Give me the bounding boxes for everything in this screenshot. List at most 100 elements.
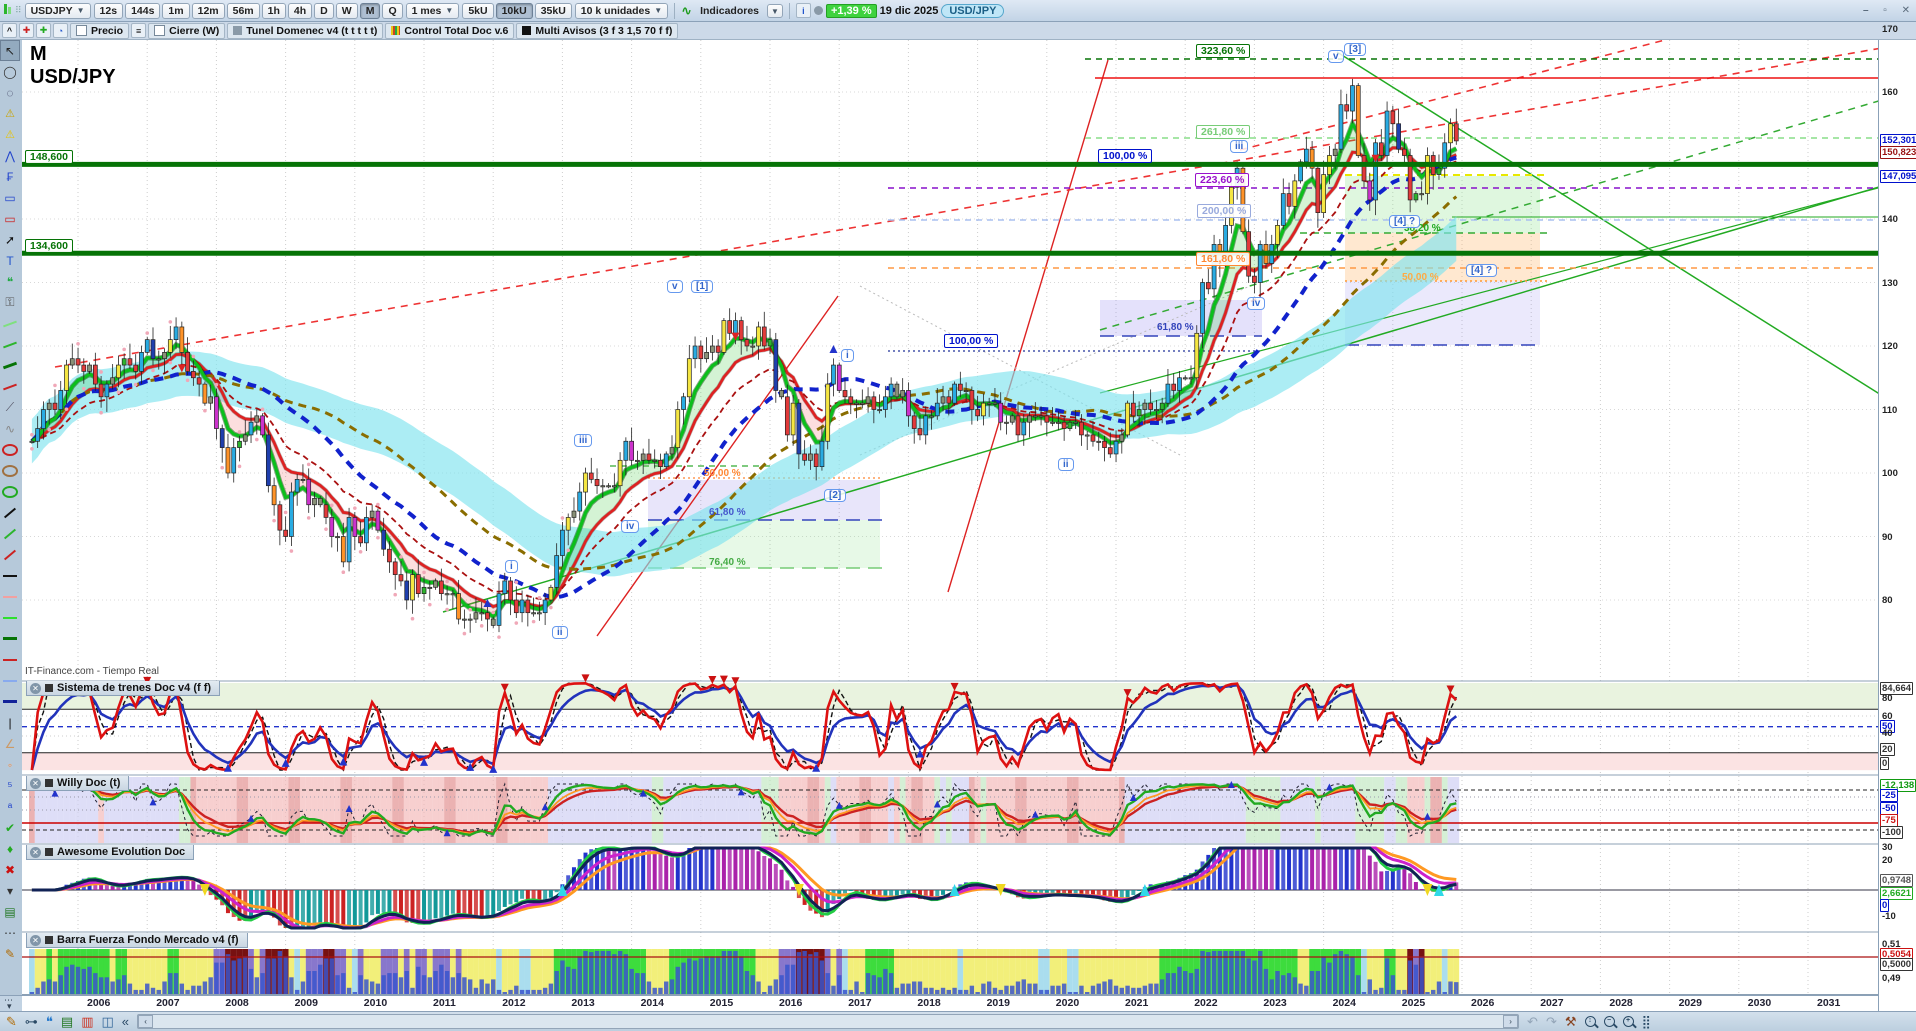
settings-wrench-icon[interactable]: ⚒	[1564, 1013, 1577, 1029]
timeframe-button-12s[interactable]: 12s	[93, 2, 124, 19]
tool-ellipse-green-icon[interactable]	[0, 481, 20, 502]
precio-toggle[interactable]: Precio	[70, 22, 130, 39]
bars-icon[interactable]: ▥	[81, 1013, 94, 1029]
tool-chevron-down-icon[interactable]: ▾	[6, 883, 14, 898]
timeframe-button-W[interactable]: W	[335, 2, 358, 19]
price-axis[interactable]: 170 160 140 130 120 110 100 90 80 152,301 150,823 1…	[1878, 24, 1916, 1011]
tool-seg-green-dark-icon[interactable]	[0, 355, 20, 376]
tool-ellipse-red-icon[interactable]	[0, 439, 20, 460]
report-icon[interactable]: ▤	[60, 1013, 74, 1029]
zoom-in-icon[interactable]: +	[1622, 1016, 1634, 1027]
tool-fib-compass-icon[interactable]: ⋀	[5, 148, 15, 163]
price-chart-svg[interactable]	[22, 40, 1878, 995]
undo-icon[interactable]: ↶	[1527, 1013, 1538, 1029]
period-select[interactable]: 1 mes ▼	[405, 2, 460, 19]
indicators-caret[interactable]: ▼	[767, 3, 783, 18]
tool-text-icon[interactable]: T	[6, 253, 14, 268]
tool-hline-navy-icon[interactable]	[0, 691, 20, 712]
timeframe-button-D[interactable]: D	[314, 2, 334, 19]
tool-zoom-icon[interactable]: ◯	[3, 64, 17, 79]
tool-seg-green-light-icon[interactable]	[0, 313, 20, 334]
panel-close-button-2[interactable]: ✕	[30, 846, 41, 858]
add-green-icon[interactable]: ✚	[36, 23, 51, 38]
tool-rect-blue-icon[interactable]: ▭	[4, 190, 16, 205]
tool-arrow-ne-icon[interactable]: ➚	[4, 232, 16, 247]
tool-zoom-area-icon[interactable]: ◌	[6, 85, 14, 100]
timeframe-button-M[interactable]: M	[359, 2, 381, 19]
timeframe-button-Q[interactable]: Q	[382, 2, 403, 19]
zoom-fit-icon[interactable]: ↕	[1584, 1016, 1596, 1027]
tool-hline-brightgreen-icon[interactable]	[0, 607, 20, 628]
collapse-left-icon[interactable]: «	[121, 1014, 130, 1029]
sync-icon[interactable]: ◔	[53, 23, 68, 38]
tool-hline-lightblue-icon[interactable]	[0, 670, 20, 691]
tool-hline-darkgreen-icon[interactable]	[0, 628, 20, 649]
tool-seg-green-icon[interactable]	[0, 334, 20, 355]
tool-hline-pink-icon[interactable]	[0, 586, 20, 607]
tool-vline-icon[interactable]: |	[8, 715, 12, 730]
panel-close-button-1[interactable]: ✕	[30, 777, 41, 789]
columns-icon[interactable]: ⣿	[1641, 1013, 1652, 1029]
unit-button-5kU[interactable]: 5kU	[462, 2, 494, 19]
share-icon[interactable]: ⊶	[24, 1013, 38, 1029]
tool-line-black-icon[interactable]	[0, 502, 20, 523]
timeframe-button-4h[interactable]: 4h	[287, 2, 313, 19]
zoom-out-icon[interactable]: −	[1603, 1016, 1615, 1027]
unit-button-35kU[interactable]: 35kU	[534, 2, 572, 19]
tool-elliott-tool-icon[interactable]: ⁵	[7, 778, 13, 793]
timeframe-button-144s[interactable]: 144s	[125, 2, 161, 19]
scroll-right-button[interactable]: ›	[1503, 1015, 1519, 1028]
panel-close-button-3[interactable]: ✕	[30, 934, 41, 946]
tool-doc-badge-icon[interactable]: ▤	[4, 904, 16, 919]
tool-delete-x-icon[interactable]: ✖	[4, 862, 16, 877]
cierre-toggle[interactable]: Cierre (W)	[148, 22, 226, 39]
info-icon[interactable]: i	[795, 3, 811, 18]
tool-hline-black-icon[interactable]	[0, 565, 20, 586]
tool-line-red-icon[interactable]	[0, 544, 20, 565]
scroll-left-button[interactable]: ‹	[138, 1015, 154, 1028]
tool-ellipse-brown-icon[interactable]	[0, 460, 20, 481]
tool-rect-red-icon[interactable]: ▭	[4, 211, 16, 226]
unit-button-10kU[interactable]: 10kU	[495, 2, 533, 19]
tool-circle-orange-icon[interactable]: ◦	[7, 757, 13, 772]
multi-avisos-overlay[interactable]: Multi Avisos (3 f 3 1,5 70 f f)	[516, 22, 679, 39]
indicators-button[interactable]: Indicadores	[700, 4, 760, 17]
add-red-icon[interactable]: ✚	[19, 23, 34, 38]
window-controls[interactable]: – ▫ ✕	[1862, 5, 1916, 16]
unit-select[interactable]: 10 k unidades ▼	[574, 2, 669, 19]
tool-alert-bell-icon[interactable]: ⚠	[5, 129, 15, 141]
tunel-overlay[interactable]: Tunel Domenec v4 (t t t t t)	[227, 22, 384, 39]
horizontal-scrollbar[interactable]: ‹ ›	[137, 1014, 1520, 1029]
tool-line-green-icon[interactable]	[0, 523, 20, 544]
tool-ruler-icon[interactable]: ⟋	[5, 400, 15, 414]
comment-icon[interactable]: ❝	[45, 1013, 53, 1029]
redo-icon[interactable]: ↷	[1545, 1013, 1557, 1029]
timeframe-button-12m[interactable]: 12m	[191, 2, 225, 19]
tool-hline-red-icon[interactable]	[0, 649, 20, 670]
control-overlay[interactable]: Control Total Doc v.6	[385, 22, 515, 39]
timeframe-button-56m[interactable]: 56m	[226, 2, 260, 19]
tool-seg-red-icon[interactable]	[0, 376, 20, 397]
tool-alert-pointer-icon[interactable]: ⚠	[5, 108, 15, 120]
time-axis[interactable]: 2006 2007 2008 2009 2010 2011 2012 2013 2014 2015…	[22, 995, 1878, 1012]
pen-icon[interactable]: ✎	[6, 1013, 17, 1029]
tool-comment-icon[interactable]: ❝	[6, 274, 14, 289]
tool-cursor-icon[interactable]: ↖	[0, 40, 20, 61]
tool-pen-icon[interactable]: ✎	[4, 946, 16, 961]
tool-check-icon[interactable]: ✔	[4, 820, 16, 835]
symbol-select[interactable]: USDJPY ▼	[24, 2, 91, 19]
timeframe-button-1h[interactable]: 1h	[261, 2, 286, 19]
panel-header-2: ✕ Awesome Evolution Doc	[26, 845, 195, 860]
tool-abc-tool-icon[interactable]: ᵃ	[7, 799, 13, 814]
panel-close-button-0[interactable]: ✕	[30, 682, 41, 694]
list-icon[interactable]: ≡	[131, 23, 147, 38]
tool-wave-icon[interactable]: ∿	[4, 421, 16, 436]
collapse-button[interactable]: ^	[2, 23, 17, 38]
tool-fib-lines-icon[interactable]: ₣	[6, 169, 14, 184]
chart-window-icon[interactable]: ◫	[101, 1013, 114, 1029]
timeframe-button-1m[interactable]: 1m	[162, 2, 190, 19]
tool-thumb-up-icon[interactable]: ♦	[6, 841, 14, 856]
tool-angle-icon[interactable]: ∠	[4, 736, 16, 751]
tool-key-icon[interactable]: ⚿	[5, 295, 15, 309]
tool-more-dots-icon[interactable]: ⋯	[4, 925, 16, 940]
